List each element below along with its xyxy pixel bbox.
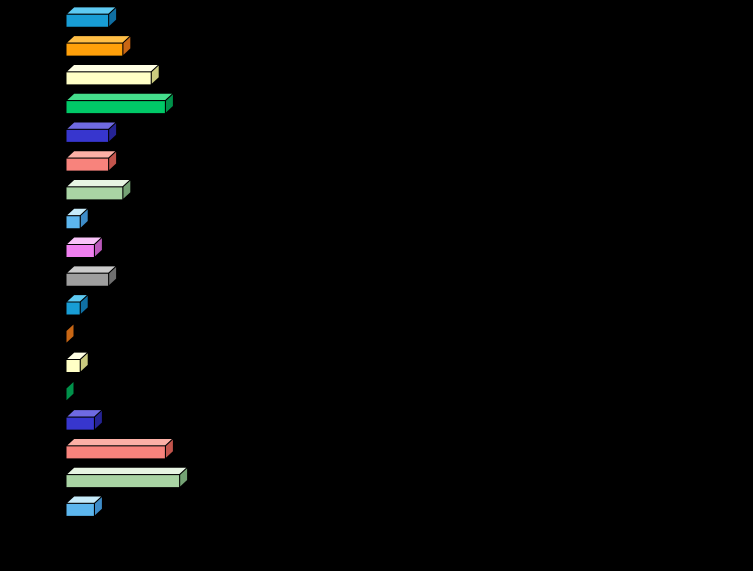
bar-row-3 [64,63,161,86]
bar-row-1 [64,5,118,29]
bar-row-9 [64,235,104,259]
bar-row-7 [64,178,133,202]
bar-row-4 [64,92,175,115]
bar-row-12 [65,322,75,345]
bar-row-18 [64,494,104,518]
bar-row-8 [64,207,90,230]
bar-row-16 [64,437,175,460]
bar-row-10 [64,264,118,288]
bar-row-15 [64,408,104,432]
bar-row-6 [64,149,118,173]
bar-row-13 [64,350,90,374]
bar-row-14 [65,379,75,403]
bar-row-2 [64,34,133,58]
bar-row-11 [64,293,90,317]
bar-row-17 [64,466,189,489]
bar-row-5 [64,120,118,144]
